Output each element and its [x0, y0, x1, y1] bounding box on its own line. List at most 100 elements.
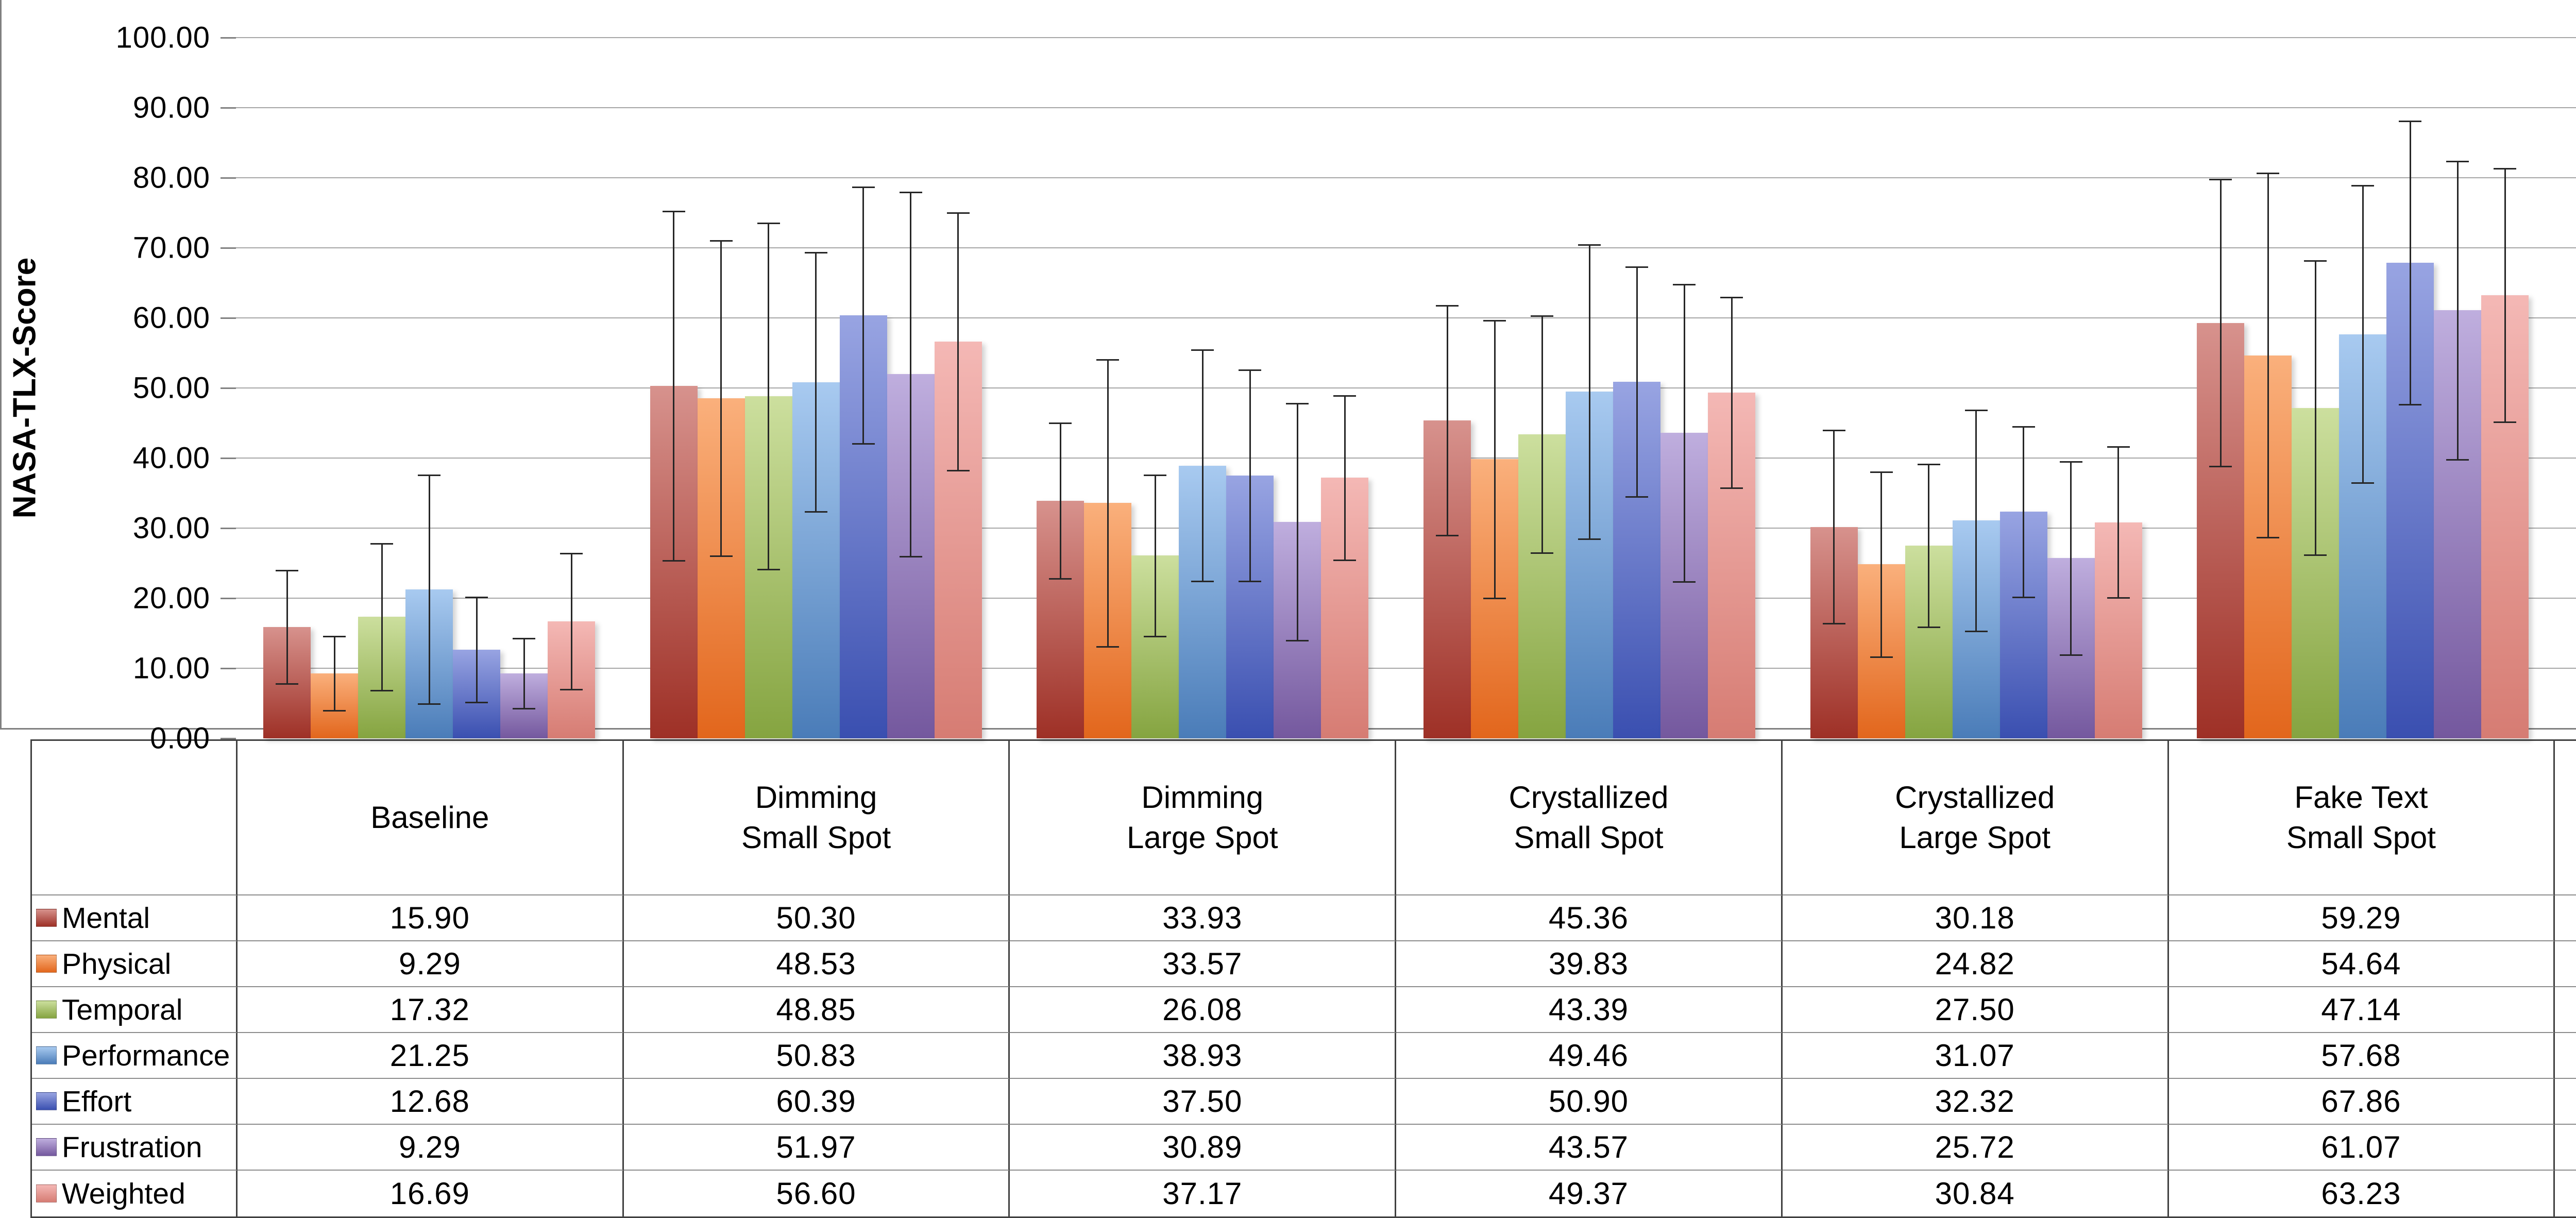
value-cell: 54.64 — [2168, 941, 2555, 987]
error-bar — [862, 187, 865, 444]
value-cell: 56.60 — [624, 1171, 1010, 1216]
error-bar-cap-bottom — [1286, 639, 1309, 641]
value-cell: 26.08 — [1010, 987, 1397, 1033]
error-bar — [1541, 316, 1543, 553]
error-bar-cap-bottom — [1096, 646, 1120, 648]
error-bar — [2504, 168, 2506, 422]
error-bar-cap-top — [2059, 461, 2082, 463]
y-tick-label: 70.00 — [132, 231, 210, 265]
error-bar-cap-bottom — [1822, 623, 1845, 625]
y-tick-label: 90.00 — [132, 91, 210, 125]
series-legend-temporal: Temporal — [32, 987, 238, 1033]
error-bar — [286, 570, 288, 684]
value-cell: 17.32 — [238, 987, 624, 1033]
value-cell: 33.57 — [1010, 941, 1397, 987]
value-cell: 21.25 — [238, 1033, 624, 1079]
table-header-cell: Crystallized Small Spot — [1396, 741, 1783, 895]
y-tick-mark — [221, 387, 236, 389]
y-tick-mark — [221, 598, 236, 599]
error-bar-cap-top — [852, 186, 875, 188]
error-bar-cap-bottom — [1049, 578, 1072, 580]
error-bar-cap-bottom — [2304, 554, 2327, 556]
error-bar-cap-top — [370, 543, 394, 545]
value-cell: 38.93 — [1010, 1033, 1397, 1079]
gridline — [236, 247, 2576, 248]
gridline — [236, 387, 2576, 388]
table-header-cell: Dimming Large Spot — [1010, 741, 1397, 895]
value-cell: 37.39 — [2555, 1033, 2576, 1079]
error-bar — [1588, 244, 1590, 539]
error-bar-cap-top — [560, 553, 583, 555]
error-bar-cap-top — [804, 252, 827, 254]
value-cell: 57.68 — [2168, 1033, 2555, 1079]
error-bar — [1683, 284, 1685, 582]
error-bar-cap-bottom — [1333, 559, 1357, 561]
error-bar-cap-top — [2209, 178, 2232, 180]
error-bar — [1059, 422, 1061, 579]
error-bar-cap-bottom — [2494, 421, 2517, 424]
error-bar-cap-bottom — [852, 443, 875, 445]
value-cell: 33.93 — [1010, 895, 1397, 941]
gridline — [236, 458, 2576, 459]
error-bar-cap-bottom — [899, 555, 922, 557]
error-bar-cap-bottom — [2107, 597, 2130, 599]
error-bar-cap-top — [1720, 296, 1743, 298]
error-bar-cap-top — [276, 569, 299, 571]
value-cell: 34.80 — [2555, 941, 2576, 987]
error-bar-cap-top — [1822, 429, 1845, 431]
error-bar-cap-bottom — [513, 707, 536, 709]
value-cell: 9.29 — [238, 941, 624, 987]
y-tick-label: 30.00 — [132, 511, 210, 545]
error-bar-cap-top — [2399, 121, 2422, 123]
error-bar-cap-bottom — [323, 709, 346, 712]
table-corner-cell — [32, 741, 238, 895]
error-bar-cap-bottom — [1239, 581, 1262, 583]
table-header-cell: Fake Text Small Spot — [2168, 741, 2555, 895]
value-cell: 67.86 — [2168, 1079, 2555, 1125]
error-bar — [1880, 471, 1883, 657]
error-bar-cap-top — [1239, 369, 1262, 371]
error-bar — [1296, 403, 1298, 640]
value-cell: 48.85 — [623, 987, 1010, 1033]
series-label: Weighted — [62, 1177, 185, 1210]
error-bar-cap-top — [418, 475, 441, 477]
series-legend-performance: Performance — [32, 1033, 238, 1079]
value-cell: 30.89 — [1010, 1125, 1397, 1171]
error-bar-cap-bottom — [418, 703, 441, 705]
value-cell: 37.17 — [1010, 1171, 1397, 1216]
value-cell: 25.72 — [1782, 1125, 2169, 1171]
error-bar — [2267, 173, 2269, 538]
error-bar — [1201, 350, 1204, 581]
value-cell: 48.53 — [623, 941, 1010, 987]
series-legend-effort: Effort — [32, 1079, 238, 1125]
error-bar-cap-top — [1673, 284, 1696, 286]
gridline — [236, 107, 2576, 108]
error-bar — [1446, 306, 1448, 536]
error-bar-cap-bottom — [1144, 635, 1167, 637]
error-bar-cap-bottom — [2257, 537, 2280, 539]
error-bar-cap-bottom — [1673, 581, 1696, 583]
value-cell: 44.53 — [2555, 1079, 2576, 1125]
value-cell: 47.14 — [2168, 987, 2555, 1033]
value-cell: 43.57 — [1396, 1125, 1783, 1171]
value-cell: 49.46 — [1396, 1033, 1783, 1079]
error-bar-cap-bottom — [1625, 496, 1648, 498]
error-bar — [2314, 261, 2316, 555]
value-cell: 50.83 — [623, 1033, 1010, 1079]
table-header-cell: Crystallized Large Spot — [1782, 741, 2169, 895]
error-bar-cap-bottom — [465, 701, 488, 703]
y-tick-mark — [221, 738, 236, 739]
error-bar-cap-bottom — [1436, 535, 1459, 537]
value-cell: 50.90 — [1396, 1079, 1783, 1125]
error-bar-cap-bottom — [2012, 597, 2035, 599]
error-bar — [570, 553, 572, 689]
value-cell: 43.39 — [1396, 987, 1783, 1033]
error-bar — [768, 223, 770, 569]
value-cell: 45.36 — [1396, 895, 1783, 941]
error-bar — [957, 213, 959, 471]
error-bar — [1731, 297, 1733, 488]
error-bar-cap-bottom — [804, 511, 827, 513]
value-cell: 15.90 — [238, 895, 624, 941]
y-tick-mark — [221, 668, 236, 669]
gridline — [236, 177, 2576, 178]
